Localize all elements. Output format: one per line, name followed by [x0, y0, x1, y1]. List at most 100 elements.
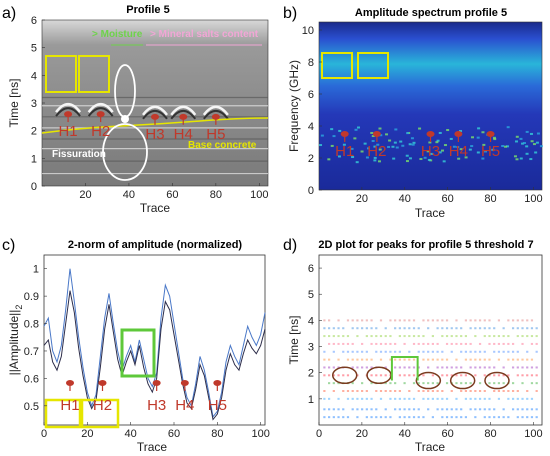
panel-d-dot [351, 390, 354, 392]
panel-d-dot [422, 390, 425, 392]
panel-d-dot [464, 319, 468, 322]
panel-d-dot [412, 366, 416, 369]
panel-a-annot-moisture: > Moisture [92, 29, 143, 40]
panel-d-dot [342, 350, 345, 353]
panel-d-dot [441, 319, 444, 322]
panel-d-dot [464, 382, 468, 385]
panel-b-speckle [532, 143, 536, 146]
panel-d-dot [431, 335, 434, 338]
panel-b-speckle [438, 151, 442, 154]
panel-d-dot [342, 327, 345, 330]
panel-b-speckle [399, 140, 403, 143]
panel-d-dot [412, 342, 416, 345]
panel-d-dot [365, 350, 368, 353]
panel-b-speckle [491, 148, 495, 151]
panel-d-dot [323, 416, 326, 419]
panel-d-dot [441, 408, 444, 411]
panel-b-speckle [525, 130, 529, 133]
panel-b-peak-marker [426, 131, 435, 137]
panel-d-dot [356, 327, 359, 330]
panel-b-speckle [459, 129, 463, 132]
panel-d-dot [497, 416, 501, 419]
panel-b-spectrum-texture [319, 126, 543, 164]
panel-d-dot [526, 319, 529, 322]
panel-d-dot [375, 374, 378, 377]
panel-b-peak-marker [486, 131, 495, 137]
panel-d-dot [460, 408, 463, 411]
panel-d-dot [356, 390, 359, 392]
panel-d-dot [365, 408, 368, 411]
panel-d-dot [427, 397, 430, 400]
panel-d-dot [412, 358, 416, 361]
panel-d-dot [502, 327, 505, 330]
panel-d-dot [361, 342, 364, 345]
panel-d-ytick-label: 2 [308, 368, 314, 380]
panel-d-dot [365, 397, 368, 400]
panel-d-dot [507, 335, 510, 338]
panel-d-dot [493, 335, 496, 338]
panel-b-xlabel: Trace [415, 206, 446, 220]
panel-b-speckle [411, 143, 415, 146]
panel-d-dot [351, 342, 354, 345]
panel-b-speckle [405, 154, 409, 157]
panel-d-dot [342, 390, 345, 392]
panel-d-dot [412, 382, 416, 385]
panel-b-speckle [481, 157, 485, 160]
panel-d-dot [526, 397, 529, 400]
panel-b-speckle [492, 136, 496, 139]
panel-b-speckle [405, 160, 409, 163]
panel-d-dot [375, 408, 378, 411]
panel-b-ytick-label: 2 [308, 153, 314, 165]
panel-d-dot [375, 350, 378, 353]
panel-d-dot [445, 358, 449, 361]
panel-a-hyperbola-dark [170, 109, 197, 120]
panel-d-dot [488, 397, 491, 400]
panel-d-dot [535, 327, 538, 330]
panel-d-dot [436, 319, 439, 322]
panel-d-dot [493, 374, 496, 377]
panel-d-xtick-label: 100 [524, 428, 542, 440]
panel-b-speckle [515, 158, 519, 161]
panel-d-dot [384, 374, 387, 377]
panel-b-speckle [395, 146, 399, 149]
panel-b-speckle [330, 128, 334, 131]
panel-d-dot [384, 366, 387, 369]
panel-c-peak-marker [213, 380, 222, 386]
panel-d-dot [488, 366, 491, 369]
panel-d-dot [365, 319, 368, 322]
panel-d-dot [507, 350, 510, 353]
panel-d-dot [478, 366, 482, 369]
panel-b-ytick-label: 6 [308, 89, 314, 101]
panel-c-peak-label: H4 [175, 397, 194, 414]
panel-d-dot [403, 335, 406, 338]
panel-d-dot [337, 327, 340, 330]
panel-d-dot [332, 327, 335, 330]
panel-d-dot [535, 390, 538, 392]
panel-d-dot [478, 408, 482, 411]
panel-a-ytick-label: 3 [31, 98, 37, 110]
panel-d-dot [455, 358, 458, 361]
panel-d-dot [417, 335, 420, 338]
panel-a-hyperbola [202, 105, 229, 116]
panel-d-dot [379, 390, 383, 392]
panel-d-dot [521, 374, 524, 377]
panel-d-dot [361, 397, 364, 400]
panel-a-peak-label: H2 [91, 123, 110, 140]
panel-d-dot [431, 342, 434, 345]
panel-d-dot [535, 416, 538, 419]
panel-d-dot [474, 408, 477, 411]
panel-d-dot [535, 350, 538, 353]
panel-c-title: 2-norm of amplitude (normalized) [68, 239, 243, 251]
panel-d-dot [474, 327, 477, 330]
panel-c-xtick-label: 20 [81, 428, 93, 440]
panel-d-dot [469, 358, 472, 361]
panel-d-dot [507, 319, 510, 322]
panel-d-dot [497, 342, 501, 345]
panel-d-dot [389, 397, 392, 400]
panel-d-dot [474, 319, 477, 322]
panel-d-dot [323, 358, 326, 361]
panel-d-peak-ellipse [331, 366, 358, 385]
panel-d-dot [427, 358, 430, 361]
panel-a-peak-label: H4 [174, 126, 193, 143]
panel-d-dot [488, 374, 491, 377]
